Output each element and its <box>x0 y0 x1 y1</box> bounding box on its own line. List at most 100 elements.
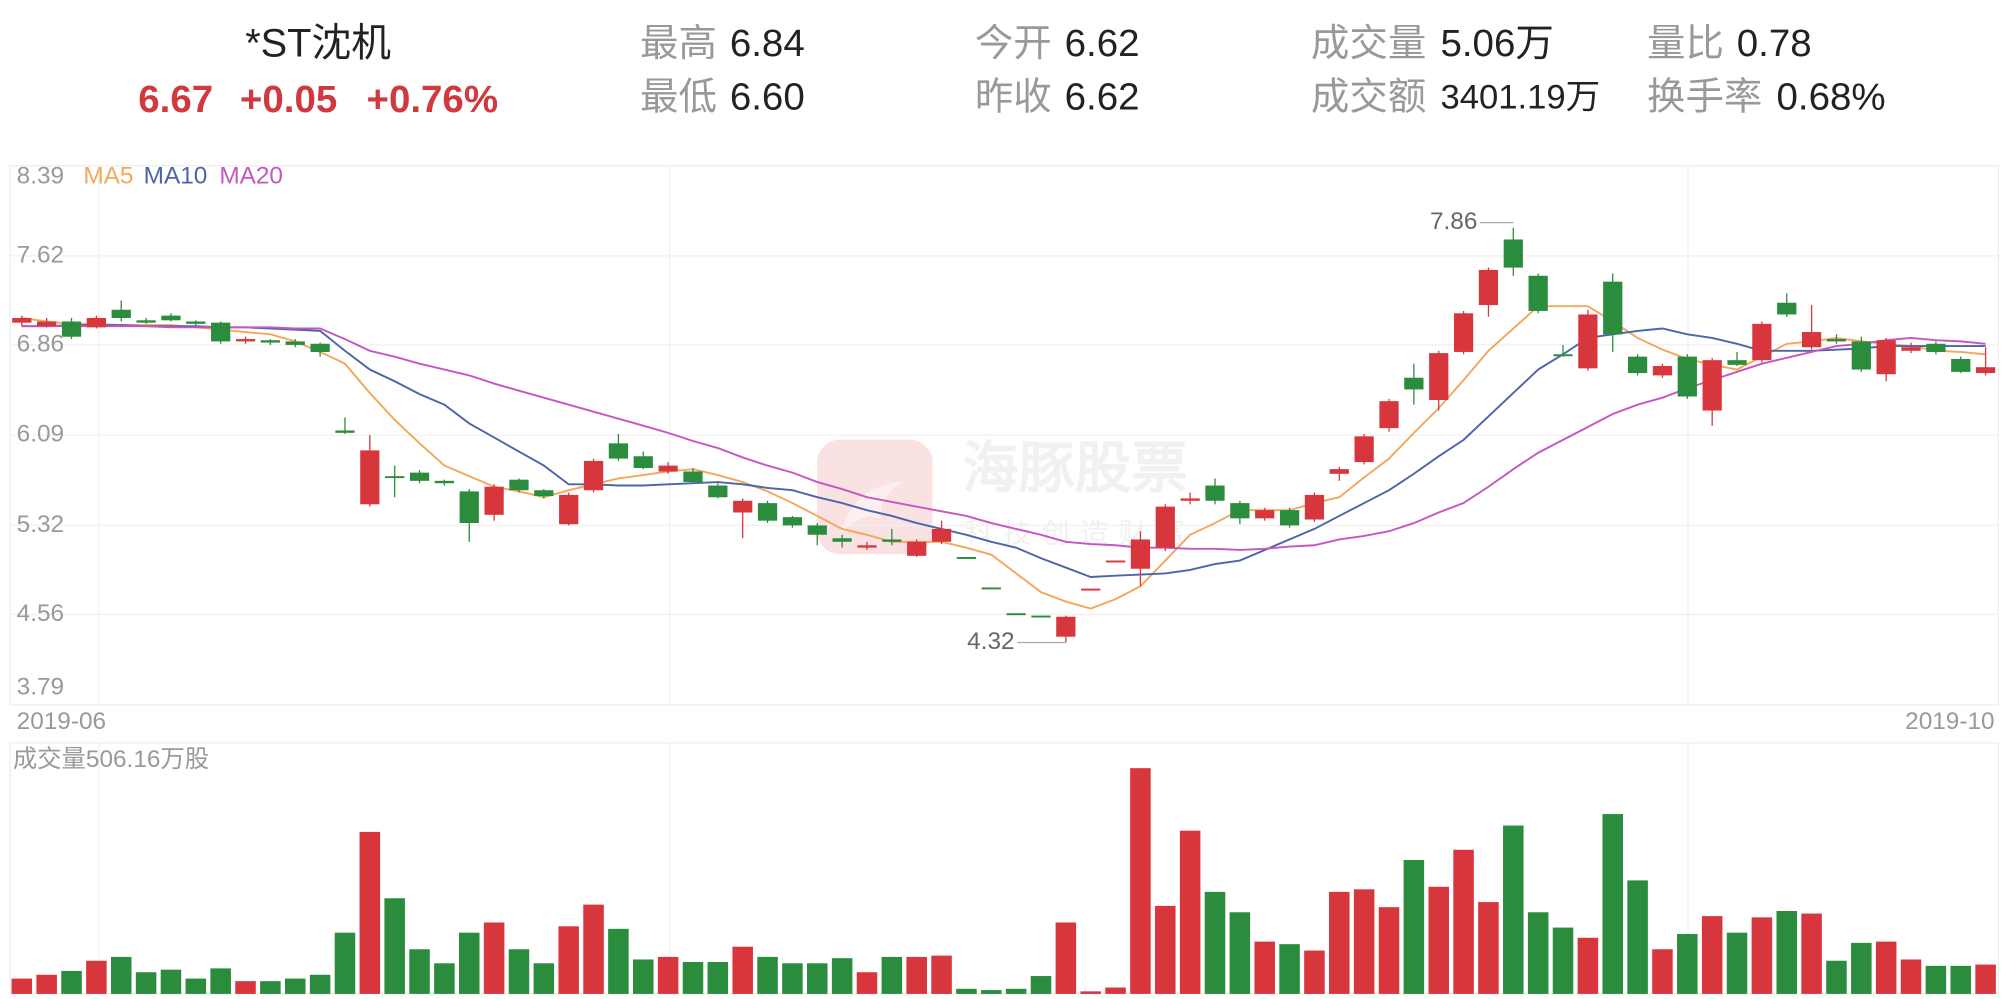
candle-body <box>633 456 653 468</box>
volume-bar <box>1726 932 1748 994</box>
volume-bar <box>1602 814 1623 994</box>
candle-body <box>1528 275 1548 311</box>
candle-body <box>757 503 778 521</box>
candle-body <box>335 430 355 433</box>
candle-body <box>434 480 455 484</box>
y-tick-label: 3.79 <box>17 674 64 701</box>
volume-bar <box>483 922 505 994</box>
volume-bar <box>1900 959 1922 994</box>
volume-bar <box>359 831 381 994</box>
candle-body <box>385 476 405 479</box>
volume-bar <box>1378 907 1400 994</box>
volume-bar <box>334 932 356 994</box>
ma-line <box>21 325 1986 551</box>
last-price: 6.67 <box>138 78 213 121</box>
volume-bar <box>807 963 828 994</box>
candle-body <box>559 494 579 525</box>
candle-body <box>1205 485 1225 501</box>
volume-bar <box>931 955 952 994</box>
volume-bar <box>86 960 107 994</box>
candle-body <box>61 321 82 337</box>
candle-body <box>1876 340 1896 375</box>
volume-bar <box>1130 768 1151 994</box>
volume-bar <box>11 978 33 994</box>
candle-body <box>1503 239 1523 268</box>
candle-body <box>1329 469 1349 474</box>
price-change-pct: +0.76% <box>366 78 498 121</box>
candle-body <box>1652 366 1673 376</box>
candle-body <box>1379 401 1399 429</box>
volume-bar <box>1950 965 1972 994</box>
volume-bar <box>1527 912 1549 994</box>
candle-body <box>1752 323 1772 361</box>
x-tick-label: 2019-06 <box>17 708 106 735</box>
volume-bar <box>1179 830 1201 994</box>
candle-body <box>1777 302 1797 315</box>
volume-bar <box>533 963 555 994</box>
candle-body <box>1627 356 1648 374</box>
candle-body <box>807 525 827 535</box>
candle-body <box>235 339 256 342</box>
stock-name: *ST沈机 <box>245 21 391 65</box>
volume-bar <box>1975 964 1996 994</box>
ma-line <box>21 305 1986 610</box>
candle-body <box>733 500 753 513</box>
candle-body <box>1826 339 1847 342</box>
volume-bar <box>1329 891 1350 994</box>
stat-label: 换手率 <box>1647 76 1762 119</box>
stat-value: 6.62 <box>1065 76 1140 119</box>
volume-bar <box>732 946 753 994</box>
volume-bar <box>1776 911 1798 994</box>
volume-bar <box>1080 991 1101 994</box>
candle-body <box>484 486 504 515</box>
volume-bar <box>1279 944 1300 994</box>
candle-body <box>1926 343 1946 352</box>
volume-bar <box>260 981 281 994</box>
candle-body <box>86 317 107 328</box>
y-tick-label: 6.86 <box>17 330 64 357</box>
candle-body <box>1603 281 1623 335</box>
stat-value: 0.68% <box>1777 76 1886 119</box>
candle-body <box>1354 436 1374 463</box>
price-change: +0.05 <box>240 78 337 121</box>
volume-bar <box>1428 886 1449 994</box>
candle-body <box>1304 494 1325 520</box>
candle-body <box>1255 510 1275 519</box>
volume-bar <box>409 949 430 994</box>
volume-bar <box>1677 933 1698 994</box>
candle-body <box>1130 539 1151 569</box>
candle-body <box>1727 360 1747 365</box>
volume-bar <box>1925 965 1947 994</box>
volume-bar <box>1478 902 1499 994</box>
candle-body <box>1429 353 1449 400</box>
candle-body <box>1677 356 1697 397</box>
candle-body <box>1081 588 1101 591</box>
stat-value: 5.06万 <box>1440 22 1553 65</box>
volume-bar <box>757 956 778 994</box>
ma-line <box>21 324 1986 578</box>
y-tick-label: 8.39 <box>17 163 64 190</box>
candle-body <box>161 315 181 321</box>
stat-value: 3401.19万 <box>1440 79 1600 117</box>
volume-bar <box>1304 950 1325 994</box>
candle-body <box>534 490 554 497</box>
volume-bar <box>1627 880 1648 994</box>
watermark-logo-mark <box>840 481 905 536</box>
volume-bar <box>956 988 977 994</box>
candle-body <box>583 460 604 491</box>
candle-body <box>1951 358 1971 372</box>
y-tick-label: 4.56 <box>17 600 64 627</box>
candle-body <box>186 321 206 324</box>
volume-bar <box>1403 859 1425 994</box>
volume-bar <box>309 974 331 994</box>
candle-body <box>708 485 728 498</box>
candle-body <box>1851 341 1871 370</box>
volume-bar <box>1701 916 1723 994</box>
volume-bar <box>1229 912 1251 994</box>
volume-bar <box>284 978 306 994</box>
volume-bar <box>583 904 604 994</box>
candle-body <box>931 528 952 542</box>
volume-bar <box>1105 987 1126 994</box>
